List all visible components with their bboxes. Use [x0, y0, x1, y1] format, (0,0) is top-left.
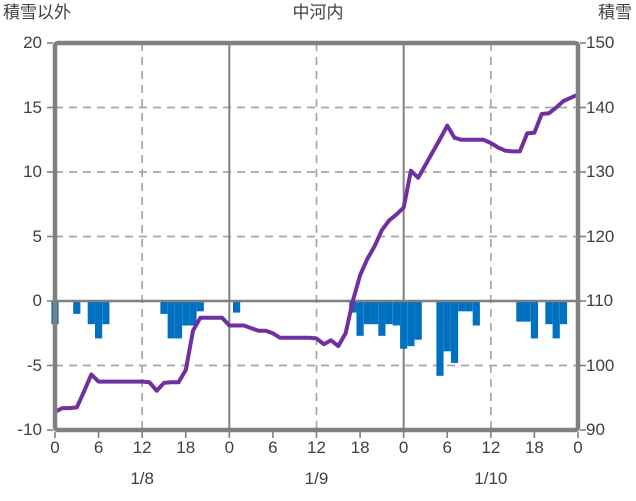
left-axis-tick-label: 10: [23, 162, 42, 181]
bar: [102, 301, 110, 325]
bar: [465, 301, 473, 312]
x-axis-hour-label: 6: [442, 438, 452, 457]
left-axis-tick-label: 5: [32, 226, 42, 246]
x-axis-hour-label: 12: [307, 438, 326, 457]
bar: [545, 301, 553, 325]
bar: [552, 301, 560, 339]
right-axis-tick-label: 100: [586, 355, 615, 375]
bar: [378, 301, 386, 336]
right-axis-tick-label: 140: [586, 97, 615, 117]
left-axis-tick-label: 15: [23, 97, 42, 117]
bar: [167, 301, 175, 339]
right-axis-tick-label: 150: [586, 33, 615, 52]
bar: [232, 301, 241, 313]
bar: [392, 301, 401, 326]
chart-title: 中河内: [292, 3, 344, 22]
bar: [363, 301, 371, 325]
x-axis-date-label: 1/8: [130, 469, 154, 488]
bar: [400, 301, 408, 349]
left-axis-tick-label: 20: [23, 33, 42, 52]
x-axis-hour-label: 18: [350, 438, 370, 457]
bar: [443, 301, 451, 352]
bar: [414, 301, 422, 340]
x-axis-hour-label: 12: [481, 438, 501, 457]
bar: [94, 301, 103, 339]
x-axis-hour-label: 0: [573, 438, 583, 457]
right-axis-tick-label: 90: [586, 420, 605, 439]
left-axis-tick-label: -5: [26, 355, 42, 375]
snow-depth-line: [53, 92, 580, 414]
left-axis-tick-label: -10: [17, 420, 42, 439]
x-axis-hour-label: 6: [93, 438, 104, 457]
x-axis-hour-label: 0: [224, 438, 235, 457]
x-axis-hour-label: 12: [132, 438, 152, 457]
x-axis-hour-label: 18: [176, 438, 196, 457]
bar: [182, 301, 190, 326]
x-axis-hour-label: 0: [50, 438, 60, 457]
bar: [189, 301, 197, 326]
bar: [523, 301, 531, 322]
x-axis-date-label: 1/10: [474, 469, 508, 488]
bar: [356, 301, 364, 336]
bar: [516, 301, 524, 322]
right-axis-title: 積雪: [598, 3, 632, 22]
plot-border: [52, 40, 581, 433]
x-axis-hour-label: 18: [524, 438, 544, 457]
left-axis-title: 積雪以外: [3, 3, 71, 22]
bar: [73, 301, 81, 314]
x-axis-hour-label: 0: [398, 438, 409, 457]
bar: [407, 301, 415, 347]
right-axis-tick-label: 120: [586, 226, 615, 246]
bar: [87, 301, 95, 325]
bar: [385, 301, 393, 325]
bar: [160, 301, 168, 314]
bar: [450, 301, 459, 363]
bar: [458, 301, 466, 312]
left-axis-tick-label: 0: [32, 291, 42, 310]
right-axis-tick-label: 110: [586, 291, 614, 310]
bar: [174, 301, 183, 339]
right-axis-tick-label: 130: [586, 162, 615, 181]
bar: [436, 301, 444, 376]
bar: [196, 301, 204, 312]
x-axis-date-label: 1/9: [304, 469, 329, 488]
bar: [530, 301, 539, 339]
bar: [371, 301, 379, 325]
bar: [559, 301, 568, 325]
x-axis-hour-label: 6: [268, 438, 278, 457]
bar: [472, 301, 480, 326]
